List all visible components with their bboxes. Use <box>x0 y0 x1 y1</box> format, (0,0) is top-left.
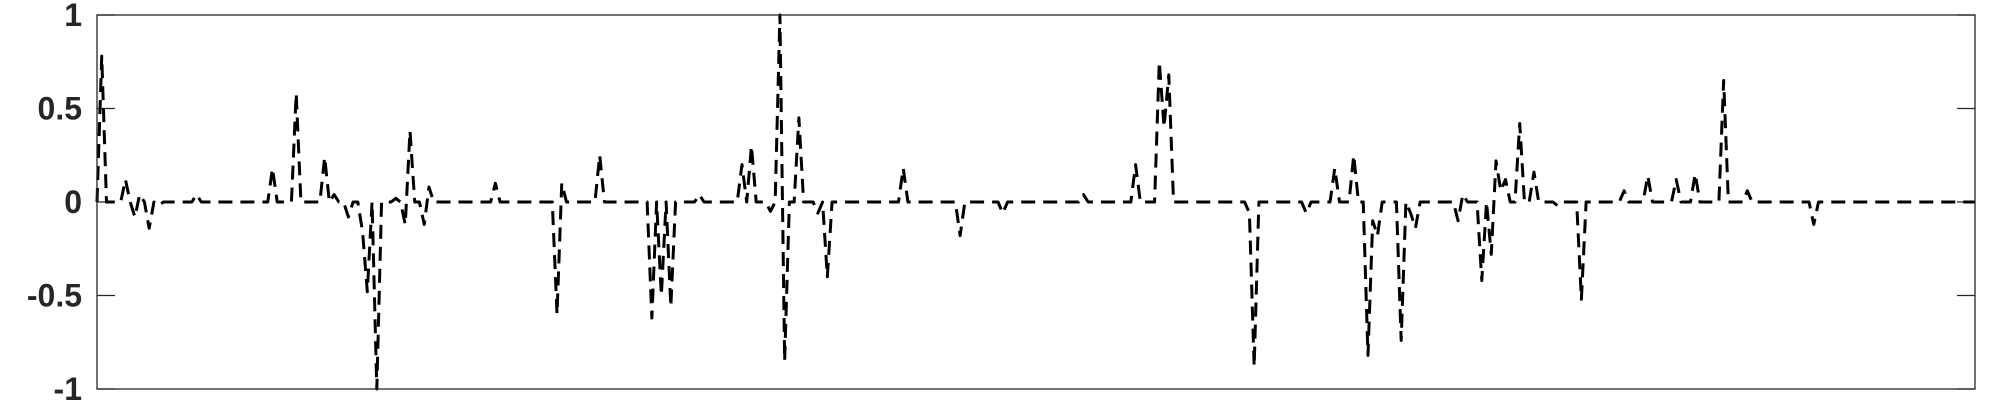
y-tick-label: 0 <box>64 184 82 220</box>
y-tick-label: -0.5 <box>27 278 82 314</box>
axes-box <box>96 14 1976 390</box>
y-tick-label: -1 <box>54 371 82 400</box>
y-axis-tick-labels: 1 0.5 0 -0.5 -1 <box>27 0 82 400</box>
axis-ticks <box>97 14 1975 390</box>
series-line <box>95 13 1975 391</box>
y-tick-label: 1 <box>64 0 82 33</box>
y-tick-label: 0.5 <box>38 91 82 127</box>
